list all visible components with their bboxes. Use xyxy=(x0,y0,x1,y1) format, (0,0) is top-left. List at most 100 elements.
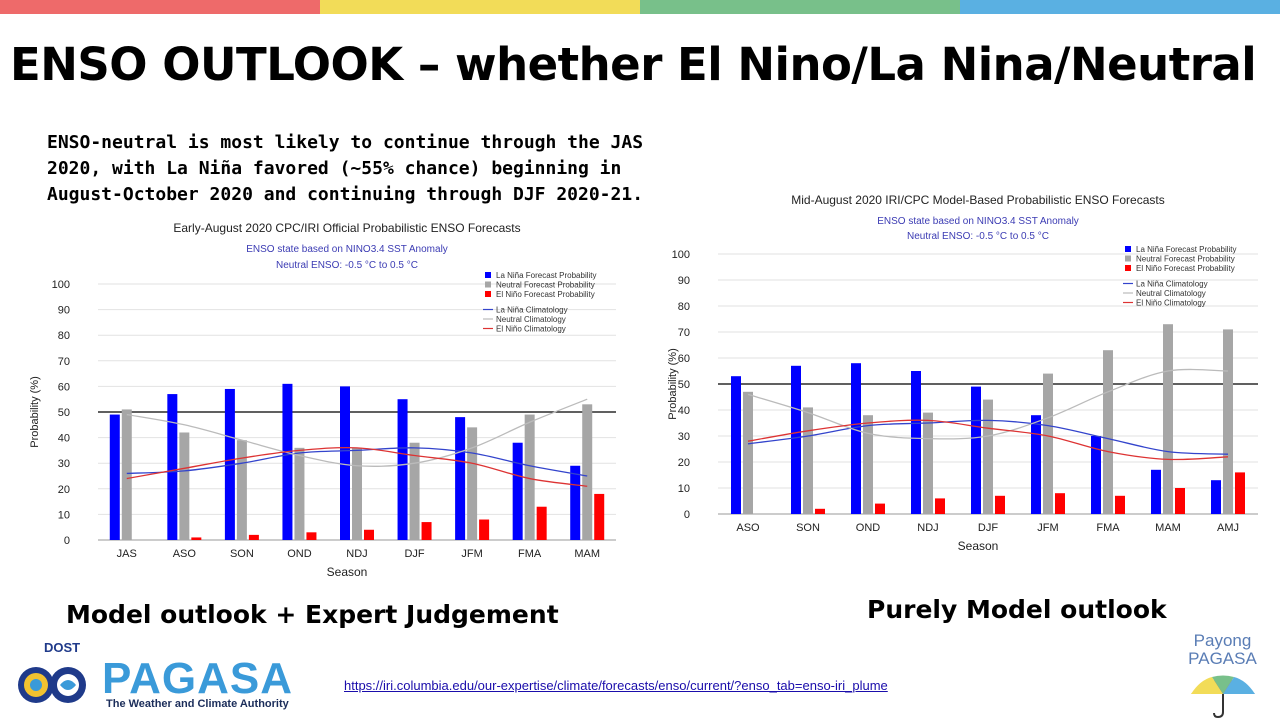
y-tick-label: 80 xyxy=(678,301,690,313)
bar-la-nina xyxy=(791,365,801,514)
climatology-line-el-nino xyxy=(747,419,1229,461)
bar-el-nino xyxy=(1115,495,1125,514)
bar-neutral xyxy=(294,447,305,540)
y-tick-label: 10 xyxy=(678,483,690,495)
chart-subtitle-neutral-range: Neutral ENSO: -0.5 °C to 0.5 °C xyxy=(276,260,418,271)
legend-swatch xyxy=(485,272,491,278)
y-tick-label: 80 xyxy=(58,330,70,342)
y-tick-label: 10 xyxy=(58,509,70,521)
legend-label: Neutral Climatology xyxy=(1136,289,1206,298)
chart-subtitle: ENSO state based on NINO3.4 SST Anomaly xyxy=(246,244,448,255)
x-tick-label: JAS xyxy=(117,548,137,560)
bar-el-nino xyxy=(1175,488,1185,514)
y-tick-label: 20 xyxy=(58,484,70,496)
caption-model-outlook: Purely Model outlook xyxy=(867,595,1167,624)
chart-title: Mid-August 2020 IRI/CPC Model-Based Prob… xyxy=(791,193,1164,207)
x-tick-label: FMA xyxy=(518,548,542,560)
y-tick-label: 40 xyxy=(678,405,690,417)
bar-neutral xyxy=(1163,324,1173,514)
bar-la-nina xyxy=(1151,469,1161,514)
x-tick-label: SON xyxy=(796,522,820,534)
bar-la-nina xyxy=(911,371,921,514)
legend-label: Neutral Climatology xyxy=(496,315,566,324)
slide-title: ENSO OUTLOOK – whether El Nino/La Nina/N… xyxy=(10,38,1257,91)
top-color-bar xyxy=(0,0,1280,14)
pagasa-logo: DOST PAGASA The Weather and Climate Auth… xyxy=(14,640,314,715)
legend-label: El Niño Forecast Probability xyxy=(1136,264,1235,273)
x-tick-label: OND xyxy=(856,522,881,534)
y-tick-label: 40 xyxy=(58,433,70,445)
x-axis-label: Season xyxy=(327,565,368,579)
bar-el-nino xyxy=(815,508,825,514)
x-tick-label: MAM xyxy=(1155,522,1181,534)
x-tick-label: OND xyxy=(287,548,312,560)
bar-la-nina xyxy=(1031,415,1041,514)
pagasa-seal-icon xyxy=(18,667,86,703)
y-tick-label: 70 xyxy=(678,327,690,339)
x-tick-label: FMA xyxy=(1096,522,1120,534)
legend-swatch xyxy=(485,291,491,297)
bar-la-nina xyxy=(851,363,861,514)
bar-la-nina xyxy=(1211,480,1221,514)
bar-la-nina xyxy=(397,399,408,540)
bar-la-nina xyxy=(570,465,581,540)
bar-la-nina xyxy=(340,386,350,540)
source-link[interactable]: https://iri.columbia.edu/our-expertise/c… xyxy=(344,678,888,693)
legend-label: La Niña Forecast Probability xyxy=(1136,245,1237,254)
y-tick-label: 0 xyxy=(684,509,690,521)
legend-label: El Niño Forecast Probability xyxy=(496,290,595,299)
y-tick-label: 30 xyxy=(678,431,690,443)
y-axis-label: Probability (%) xyxy=(29,376,41,448)
top-bar-yellow xyxy=(320,0,640,14)
bar-neutral xyxy=(524,414,535,540)
bar-el-nino xyxy=(364,529,374,540)
dost-label: DOST xyxy=(44,640,81,655)
y-tick-label: 50 xyxy=(678,379,690,391)
legend-label: La Niña Climatology xyxy=(496,306,568,315)
bar-el-nino xyxy=(191,537,202,540)
bar-neutral xyxy=(582,404,593,540)
y-tick-label: 50 xyxy=(58,407,70,419)
bar-la-nina xyxy=(731,376,741,514)
bar-neutral xyxy=(1103,350,1113,514)
climatology-line-la-nina xyxy=(126,447,588,477)
bar-neutral xyxy=(743,391,753,514)
bar-el-nino xyxy=(421,522,432,540)
y-tick-label: 0 xyxy=(64,535,70,547)
bar-la-nina xyxy=(1091,436,1101,514)
y-tick-label: 100 xyxy=(672,249,690,261)
payong-pagasa-label: PAGASA xyxy=(1188,649,1257,668)
x-tick-label: DJF xyxy=(978,522,998,534)
y-tick-label: 100 xyxy=(52,279,70,291)
bar-la-nina xyxy=(512,442,523,540)
climatology-line-la-nina xyxy=(747,419,1229,455)
chart-model-forecast: Mid-August 2020 IRI/CPC Model-Based Prob… xyxy=(667,193,1258,553)
x-tick-label: NDJ xyxy=(346,548,367,560)
bar-el-nino xyxy=(306,532,317,540)
x-tick-label: DJF xyxy=(404,548,424,560)
bar-la-nina xyxy=(109,414,120,540)
bar-neutral xyxy=(803,407,813,514)
bar-el-nino xyxy=(935,498,945,514)
x-axis-label: Season xyxy=(958,539,999,553)
bar-neutral xyxy=(121,409,132,540)
bar-la-nina xyxy=(167,394,178,540)
x-tick-label: MAM xyxy=(574,548,600,560)
climatology-line-el-nino xyxy=(126,446,588,487)
x-tick-label: AMJ xyxy=(1217,522,1239,534)
bar-el-nino xyxy=(875,503,885,514)
summary-text: ENSO-neutral is most likely to continue … xyxy=(47,132,644,205)
bar-neutral xyxy=(409,442,420,540)
y-tick-label: 60 xyxy=(678,353,690,365)
top-bar-green xyxy=(640,0,960,14)
chart-subtitle: ENSO state based on NINO3.4 SST Anomaly xyxy=(877,216,1079,227)
bar-el-nino xyxy=(594,493,605,540)
bar-neutral xyxy=(1223,329,1233,514)
x-tick-label: JFM xyxy=(461,548,482,560)
chart-title: Early-August 2020 CPC/IRI Official Proba… xyxy=(173,221,520,235)
bar-la-nina xyxy=(971,386,981,514)
payong-pagasa-logo: Payong PAGASA xyxy=(1170,632,1275,718)
pagasa-wordmark: PAGASA xyxy=(102,654,293,703)
bar-neutral xyxy=(179,432,190,540)
pagasa-tagline: The Weather and Climate Authority xyxy=(106,698,289,710)
